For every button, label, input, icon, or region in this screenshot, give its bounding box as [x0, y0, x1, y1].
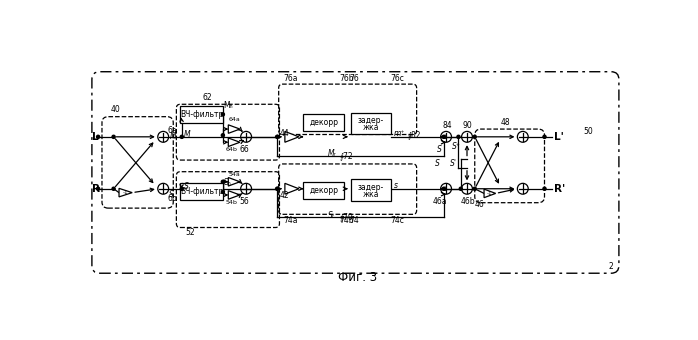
Text: 48: 48: [501, 118, 510, 127]
Text: 40: 40: [110, 105, 120, 114]
Bar: [304, 114, 344, 131]
Polygon shape: [228, 125, 240, 133]
Polygon shape: [228, 138, 240, 147]
Circle shape: [457, 135, 460, 138]
Polygon shape: [228, 177, 240, 186]
Text: ∲82: ∲82: [408, 130, 421, 139]
Text: 74c: 74c: [390, 216, 404, 225]
Text: декорр: декорр: [309, 118, 338, 128]
Text: 66: 66: [239, 144, 249, 154]
Text: 6a: 6a: [168, 126, 177, 135]
Text: 74a: 74a: [283, 216, 297, 225]
Circle shape: [443, 187, 445, 190]
Text: S: S: [184, 182, 189, 191]
Text: R': R': [554, 184, 565, 194]
Text: 42: 42: [279, 191, 289, 200]
Text: S: S: [170, 190, 174, 199]
Circle shape: [543, 187, 546, 190]
Text: -1: -1: [123, 190, 128, 195]
Polygon shape: [119, 188, 132, 197]
Text: M: M: [170, 132, 176, 140]
Text: жка: жка: [363, 190, 379, 199]
Text: задер-: задер-: [358, 116, 384, 125]
Text: 50: 50: [584, 127, 593, 136]
Polygon shape: [285, 131, 299, 142]
Text: m⁺: m⁺: [394, 129, 406, 138]
Circle shape: [180, 187, 184, 190]
Text: задер-: задер-: [358, 183, 384, 191]
Text: 76a: 76a: [283, 73, 297, 83]
Text: S': S': [450, 159, 457, 168]
Text: Фиг. 3: Фиг. 3: [338, 271, 378, 284]
Text: 2: 2: [609, 262, 614, 271]
Circle shape: [221, 134, 225, 137]
Polygon shape: [285, 183, 299, 194]
Bar: [304, 182, 344, 199]
Text: 44: 44: [279, 129, 289, 138]
Text: 46a: 46a: [433, 197, 447, 205]
Circle shape: [112, 135, 115, 138]
Text: L: L: [92, 132, 98, 142]
Text: 46b: 46b: [461, 197, 475, 205]
Text: Mᵣ: Mᵣ: [327, 149, 336, 158]
Text: Sᵣ: Sᵣ: [327, 210, 334, 220]
Text: 76: 76: [350, 73, 359, 83]
Text: 56: 56: [239, 197, 249, 205]
Bar: [180, 183, 223, 200]
Text: 74: 74: [350, 216, 359, 225]
Text: R: R: [92, 184, 100, 194]
Circle shape: [112, 187, 115, 190]
Circle shape: [276, 135, 279, 138]
Text: 6b: 6b: [168, 193, 177, 203]
Text: Sₕ: Sₕ: [223, 178, 232, 187]
Text: 84: 84: [442, 121, 452, 130]
Circle shape: [96, 187, 100, 190]
Circle shape: [473, 187, 476, 190]
Text: 54a: 54a: [228, 171, 240, 176]
Text: 74b: 74b: [339, 216, 354, 225]
Circle shape: [276, 187, 279, 190]
Text: 54b: 54b: [226, 200, 238, 205]
Polygon shape: [484, 189, 496, 198]
Circle shape: [180, 135, 184, 138]
Text: -1: -1: [487, 191, 493, 196]
Text: 62: 62: [202, 93, 212, 102]
Circle shape: [221, 180, 225, 183]
Text: 46: 46: [475, 200, 484, 209]
Text: ∲70: ∲70: [339, 212, 353, 221]
Polygon shape: [228, 191, 240, 199]
Text: жка: жка: [363, 123, 379, 133]
Circle shape: [221, 113, 225, 116]
Circle shape: [443, 135, 445, 138]
Text: S: S: [438, 146, 443, 154]
Text: 64a: 64a: [228, 117, 240, 122]
Circle shape: [459, 187, 462, 190]
Circle shape: [543, 135, 546, 138]
Text: декорр: декорр: [309, 186, 338, 195]
Circle shape: [221, 190, 225, 193]
Text: ВЧ-фильтр: ВЧ-фильтр: [180, 187, 223, 196]
Text: ∲72: ∲72: [339, 151, 352, 160]
Bar: [351, 113, 391, 135]
Text: 52: 52: [186, 228, 195, 237]
Text: Mₕ: Mₕ: [223, 101, 233, 109]
Text: S⁺: S⁺: [452, 142, 461, 151]
Circle shape: [96, 135, 100, 138]
Circle shape: [473, 135, 476, 138]
Text: 76b: 76b: [339, 73, 354, 83]
Text: ВЧ-фильтр: ВЧ-фильтр: [180, 110, 223, 119]
Text: 64b: 64b: [226, 148, 238, 153]
Text: L': L': [554, 132, 564, 142]
Bar: [180, 106, 223, 123]
Text: M: M: [184, 130, 191, 139]
Text: s: s: [394, 181, 398, 190]
Text: S: S: [435, 159, 440, 168]
Text: 90: 90: [463, 121, 473, 130]
Bar: [351, 180, 391, 201]
Text: 76c: 76c: [390, 73, 404, 83]
